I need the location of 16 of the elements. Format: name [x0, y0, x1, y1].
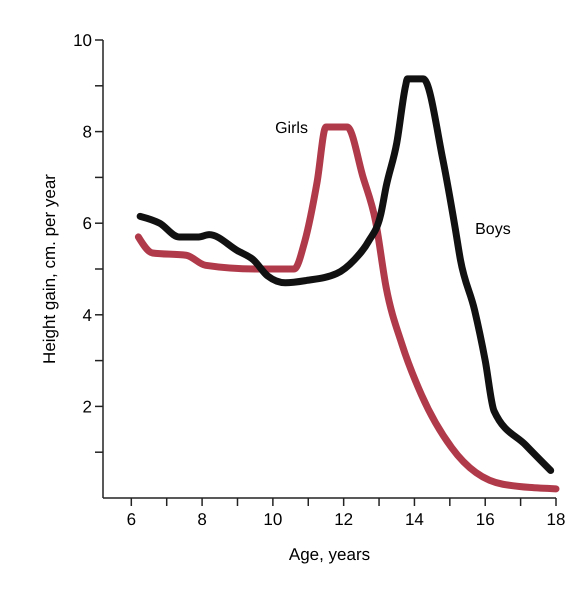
y-axis-title: Height gain, cm. per year [40, 174, 59, 364]
y-tick-label: 10 [73, 31, 92, 50]
series-label: Girls [275, 120, 308, 138]
y-tick-label: 4 [82, 306, 92, 325]
y-tick-label: 2 [82, 397, 92, 416]
y-tick-label: 8 [82, 122, 92, 142]
x-tick-label: 18 [546, 510, 566, 529]
x-tick-label: 10 [263, 510, 282, 529]
series-label: Boys [475, 220, 511, 238]
x-tick-label: 12 [334, 510, 354, 529]
x-axis-title: Age, years [288, 545, 370, 564]
x-tick-label: 14 [404, 510, 424, 529]
y-tick-label: 6 [82, 214, 92, 234]
x-tick-label: 6 [126, 510, 136, 529]
x-tick-label: 16 [476, 510, 495, 529]
x-tick-label: 8 [197, 510, 207, 529]
